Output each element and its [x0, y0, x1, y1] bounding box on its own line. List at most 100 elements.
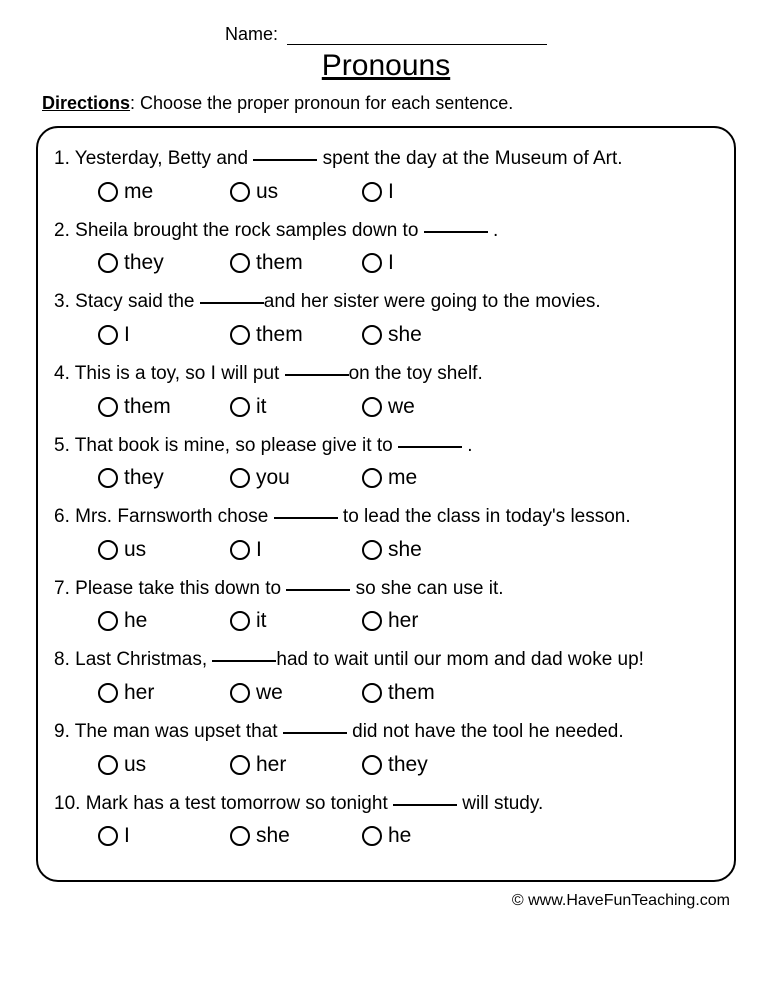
fill-blank[interactable]: [424, 231, 488, 233]
question: 2. Sheila brought the rock samples down …: [54, 218, 718, 276]
bubble-icon[interactable]: [230, 611, 250, 631]
fill-blank[interactable]: [253, 159, 317, 161]
answer-option[interactable]: I: [362, 180, 448, 204]
bubble-icon[interactable]: [230, 253, 250, 273]
bubble-icon[interactable]: [362, 397, 382, 417]
answer-option[interactable]: it: [230, 395, 316, 419]
answer-option[interactable]: he: [98, 609, 184, 633]
answer-option[interactable]: us: [98, 753, 184, 777]
bubble-icon[interactable]: [230, 397, 250, 417]
fill-blank[interactable]: [274, 517, 338, 519]
bubble-icon[interactable]: [98, 611, 118, 631]
question-number: 8.: [54, 649, 70, 670]
option-label: me: [124, 180, 153, 204]
question-sentence: 8. Last Christmas, had to wait until our…: [54, 647, 718, 673]
bubble-icon[interactable]: [98, 540, 118, 560]
options-row: they you me: [54, 466, 718, 490]
bubble-icon[interactable]: [98, 755, 118, 775]
bubble-icon[interactable]: [362, 611, 382, 631]
bubble-icon[interactable]: [230, 182, 250, 202]
question: 9. The man was upset that did not have t…: [54, 719, 718, 777]
bubble-icon[interactable]: [98, 253, 118, 273]
option-label: she: [388, 323, 422, 347]
answer-option[interactable]: she: [362, 323, 448, 347]
question: 7. Please take this down to so she can u…: [54, 576, 718, 634]
answer-option[interactable]: them: [230, 323, 316, 347]
answer-option[interactable]: I: [98, 323, 184, 347]
answer-option[interactable]: he: [362, 824, 448, 848]
answer-option[interactable]: us: [98, 538, 184, 562]
answer-option[interactable]: her: [362, 609, 448, 633]
bubble-icon[interactable]: [362, 755, 382, 775]
bubble-icon[interactable]: [230, 826, 250, 846]
fill-blank[interactable]: [285, 374, 349, 376]
answer-option[interactable]: them: [98, 395, 184, 419]
sentence-post: spent the day at the Museum of Art.: [317, 148, 622, 169]
answer-option[interactable]: them: [230, 251, 316, 275]
option-label: he: [124, 609, 147, 633]
bubble-icon[interactable]: [98, 182, 118, 202]
bubble-icon[interactable]: [362, 683, 382, 703]
fill-blank[interactable]: [393, 804, 457, 806]
fill-blank[interactable]: [212, 660, 276, 662]
option-label: her: [256, 753, 286, 777]
answer-option[interactable]: it: [230, 609, 316, 633]
bubble-icon[interactable]: [230, 755, 250, 775]
sentence-post: .: [462, 435, 473, 456]
bubble-icon[interactable]: [98, 397, 118, 417]
answer-option[interactable]: I: [230, 538, 316, 562]
bubble-icon[interactable]: [362, 826, 382, 846]
answer-option[interactable]: them: [362, 681, 448, 705]
answer-option[interactable]: us: [230, 180, 316, 204]
bubble-icon[interactable]: [98, 468, 118, 488]
answer-option[interactable]: she: [362, 538, 448, 562]
option-label: them: [256, 251, 303, 275]
directions-line: Directions: Choose the proper pronoun fo…: [42, 93, 736, 114]
answer-option[interactable]: you: [230, 466, 316, 490]
answer-option[interactable]: me: [98, 180, 184, 204]
sentence-pre: Mrs. Farnsworth chose: [75, 506, 274, 527]
bubble-icon[interactable]: [230, 540, 250, 560]
name-input-line[interactable]: [287, 44, 547, 45]
option-label: she: [388, 538, 422, 562]
fill-blank[interactable]: [398, 446, 462, 448]
answer-option[interactable]: I: [98, 824, 184, 848]
question-number: 6.: [54, 506, 70, 527]
answer-option[interactable]: we: [362, 395, 448, 419]
bubble-icon[interactable]: [230, 683, 250, 703]
bubble-icon[interactable]: [362, 325, 382, 345]
sentence-post: .: [488, 220, 499, 241]
bubble-icon[interactable]: [230, 325, 250, 345]
question-number: 2.: [54, 220, 70, 241]
answer-option[interactable]: we: [230, 681, 316, 705]
answer-option[interactable]: I: [362, 251, 448, 275]
question-number: 1.: [54, 148, 70, 169]
answer-option[interactable]: her: [98, 681, 184, 705]
question: 10. Mark has a test tomorrow so tonight …: [54, 791, 718, 849]
answer-option[interactable]: her: [230, 753, 316, 777]
fill-blank[interactable]: [283, 732, 347, 734]
bubble-icon[interactable]: [362, 182, 382, 202]
bubble-icon[interactable]: [98, 325, 118, 345]
bubble-icon[interactable]: [362, 468, 382, 488]
option-label: I: [388, 251, 394, 275]
directions-text: : Choose the proper pronoun for each sen…: [130, 93, 513, 113]
fill-blank[interactable]: [286, 589, 350, 591]
name-label: Name:: [225, 24, 278, 44]
bubble-icon[interactable]: [98, 683, 118, 703]
answer-option[interactable]: me: [362, 466, 448, 490]
bubble-icon[interactable]: [362, 540, 382, 560]
answer-option[interactable]: she: [230, 824, 316, 848]
answer-option[interactable]: they: [362, 753, 448, 777]
fill-blank[interactable]: [200, 302, 264, 304]
answer-option[interactable]: they: [98, 251, 184, 275]
question-number: 3.: [54, 291, 70, 312]
bubble-icon[interactable]: [362, 253, 382, 273]
bubble-icon[interactable]: [98, 826, 118, 846]
answer-option[interactable]: they: [98, 466, 184, 490]
option-label: her: [124, 681, 154, 705]
bubble-icon[interactable]: [230, 468, 250, 488]
option-label: he: [388, 824, 411, 848]
sentence-post: so she can use it.: [350, 578, 503, 599]
option-label: we: [388, 395, 415, 419]
